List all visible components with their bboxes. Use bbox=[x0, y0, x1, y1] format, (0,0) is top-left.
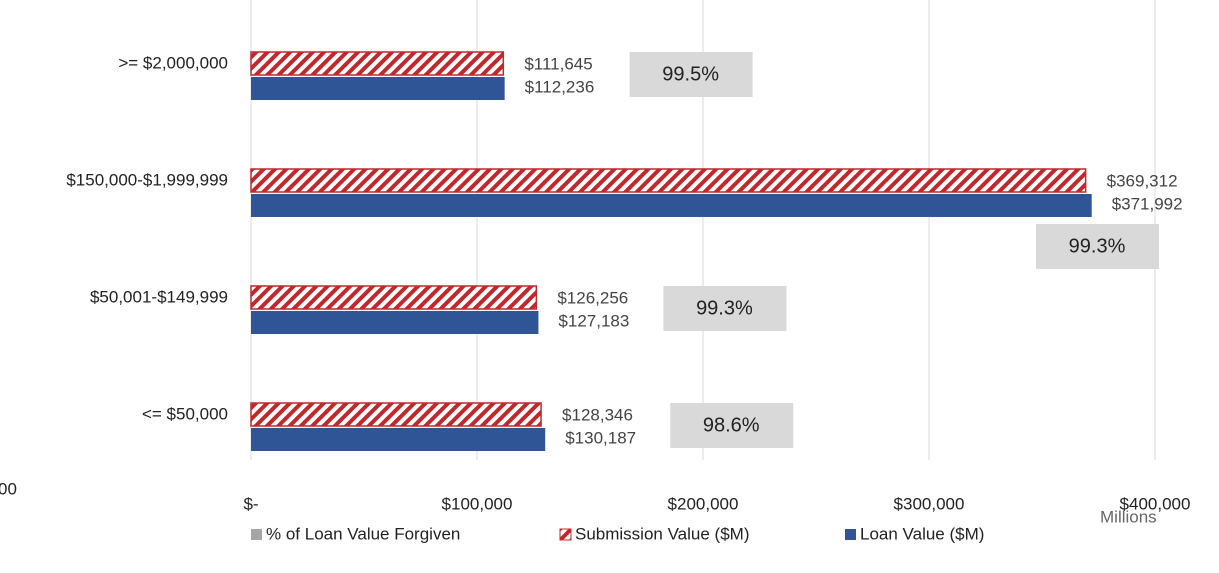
y-tick-label: >= $2,000,000 bbox=[118, 53, 228, 72]
x-tick-label: $300,000 bbox=[894, 494, 965, 513]
bar bbox=[251, 311, 539, 334]
data-label: $111,645 bbox=[524, 54, 592, 73]
display-unit-label: Millions bbox=[1100, 507, 1157, 526]
bar bbox=[251, 77, 505, 100]
x-tick-label: $100,000 bbox=[442, 494, 513, 513]
bar bbox=[251, 428, 546, 451]
y-tick-label: $50,001-$149,999 bbox=[90, 287, 228, 306]
legend-swatch bbox=[845, 529, 856, 540]
legend-swatch bbox=[251, 529, 262, 540]
legend-label: Submission Value ($M) bbox=[575, 524, 749, 543]
y-tick-label: <= $50,000 bbox=[142, 404, 228, 423]
data-label: 99.3% bbox=[1069, 235, 1126, 257]
data-label: $369,312 bbox=[1107, 171, 1178, 190]
data-label: 99.5% bbox=[662, 63, 719, 85]
x-tick-label: $- bbox=[243, 494, 258, 513]
label-box bbox=[629, 52, 753, 97]
label-box bbox=[670, 403, 794, 448]
legend-swatch bbox=[559, 528, 572, 541]
legend-label: Loan Value ($M) bbox=[860, 524, 984, 543]
x-tick-label: $200,000 bbox=[668, 494, 739, 513]
y-tick-label: $150,000-$1,999,999 bbox=[66, 170, 228, 189]
data-label: $126,256 bbox=[557, 288, 628, 307]
bar bbox=[250, 285, 538, 310]
bar bbox=[250, 168, 1087, 193]
data-label: $130,187 bbox=[565, 428, 636, 447]
label-box bbox=[663, 286, 787, 331]
x-tick-label: $400,000 bbox=[1120, 494, 1191, 513]
bar bbox=[251, 194, 1092, 217]
bar bbox=[250, 51, 505, 76]
data-label: 98.6% bbox=[703, 414, 760, 436]
bar bbox=[250, 402, 542, 427]
legend-label: % of Loan Value Forgiven bbox=[266, 524, 460, 543]
data-label: 99.3% bbox=[696, 297, 753, 319]
clipped-label: 00 bbox=[0, 479, 17, 498]
data-label: $127,183 bbox=[558, 311, 629, 330]
label-box bbox=[1036, 224, 1159, 269]
data-label: $128,346 bbox=[562, 405, 633, 424]
data-label: $371,992 bbox=[1112, 194, 1183, 213]
data-label: $112,236 bbox=[525, 77, 595, 96]
